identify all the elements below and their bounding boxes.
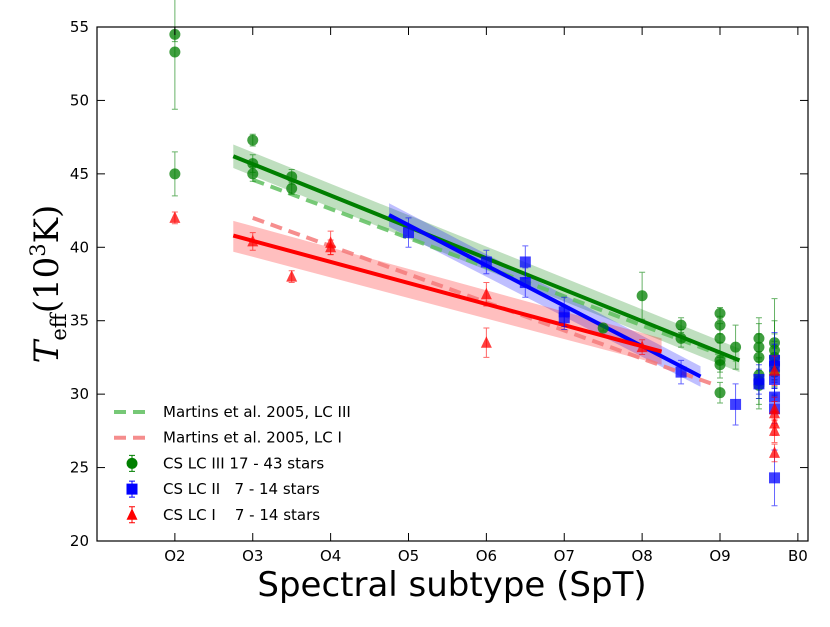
point	[753, 378, 765, 390]
legend-marker	[126, 508, 138, 520]
point	[769, 472, 781, 484]
y-axis-label: Teff(103K)	[26, 205, 71, 364]
y-label-part: eff	[47, 311, 71, 340]
y-tick-label: 30	[70, 385, 89, 403]
point	[558, 312, 570, 324]
point	[675, 366, 687, 378]
y-tick-label: 45	[70, 165, 89, 183]
x-tick-label: O2	[164, 547, 185, 565]
plot-frame	[96, 26, 809, 542]
point	[169, 46, 181, 58]
legend-marker	[126, 457, 138, 469]
point	[247, 134, 259, 146]
point	[769, 424, 781, 436]
y-tick-label: 40	[70, 238, 89, 256]
x-tick-label: B0	[788, 547, 808, 565]
x-tick-label: O4	[320, 547, 341, 565]
point	[325, 240, 337, 253]
point	[519, 256, 531, 268]
point	[675, 332, 687, 344]
legend-label: Martins et al. 2005, LC I	[163, 429, 342, 447]
point	[597, 322, 609, 334]
x-tick-label: O8	[631, 547, 652, 565]
x-axis-label: Spectral subtype (SpT)	[257, 565, 646, 605]
legend-label: CS LC II 7 - 14 stars	[163, 480, 320, 498]
point	[675, 319, 687, 331]
x-tick-label: O6	[476, 547, 497, 565]
legend-marker	[126, 483, 138, 495]
y-tick-label: 55	[70, 18, 89, 36]
y-label-part: K)	[27, 205, 67, 244]
y-label-part: (10	[27, 257, 67, 314]
y-tick-label: 35	[70, 312, 89, 330]
point	[169, 211, 181, 223]
point	[636, 290, 648, 302]
legend-label: CS LC III 17 - 43 stars	[163, 454, 324, 472]
point	[403, 227, 415, 239]
y-label-part: T	[27, 338, 67, 363]
x-tick-label: O9	[709, 547, 730, 565]
point	[769, 364, 781, 376]
x-tick-label: O7	[554, 547, 575, 565]
x-tick-label: O3	[242, 547, 263, 565]
point	[714, 387, 726, 399]
point	[519, 277, 531, 289]
point	[714, 359, 726, 371]
point	[730, 398, 742, 410]
y-tick-label: 20	[70, 532, 89, 550]
legend-label: Martins et al. 2005, LC III	[163, 403, 351, 421]
point	[480, 336, 492, 348]
point	[286, 171, 298, 183]
point	[480, 287, 492, 300]
point	[247, 234, 259, 247]
point	[636, 340, 648, 353]
point	[286, 183, 298, 195]
point	[169, 168, 181, 180]
y-tick-label: 50	[70, 91, 89, 109]
y-tick-label: 25	[70, 459, 89, 477]
point	[480, 256, 492, 268]
point	[714, 332, 726, 344]
point	[247, 168, 259, 180]
point	[286, 270, 298, 282]
y-label-part: 3	[26, 243, 50, 256]
legend-label: CS LC I 7 - 14 stars	[163, 506, 320, 524]
point	[730, 341, 742, 353]
point	[769, 446, 781, 458]
legend: Martins et al. 2005, LC III Martins et al…	[114, 403, 351, 524]
fit-line	[232, 233, 663, 354]
x-tick-label: O5	[398, 547, 419, 565]
